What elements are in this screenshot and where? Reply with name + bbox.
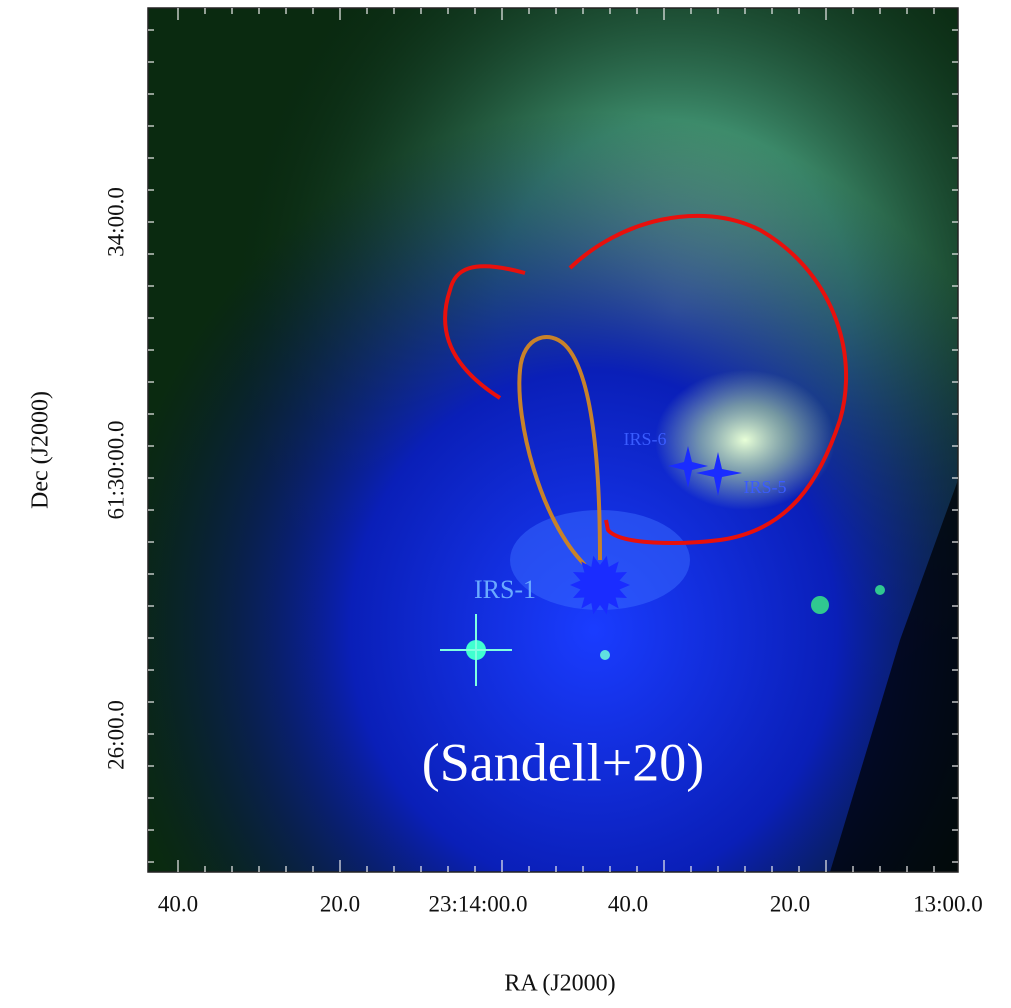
- source-label: IRS-5: [743, 477, 786, 497]
- x-tick-label: 20.0: [770, 891, 810, 916]
- y-tick-label: 34:00.0: [103, 187, 128, 257]
- x-tick-label: 40.0: [158, 891, 198, 916]
- source-label: IRS-1: [474, 575, 536, 604]
- x-tick-label: 13:00.0: [913, 891, 983, 916]
- x-axis-title: RA (J2000): [504, 971, 615, 997]
- y-tick-label: 61:30:00.0: [103, 420, 128, 519]
- y-axis-title: Dec (J2000): [28, 391, 54, 509]
- source-label: IRS-6: [623, 429, 666, 449]
- y-tick-label: 26:00.0: [103, 700, 128, 770]
- x-tick-label: 20.0: [320, 891, 360, 916]
- figure: IRS-6 IRS-5 IRS-1 (Sandell+20) 40.0 20.0…: [0, 0, 1011, 1008]
- credit: (Sandell+20): [422, 732, 704, 792]
- x-tick-label: 23:14:00.0: [428, 891, 527, 916]
- x-tick-label: 40.0: [608, 891, 648, 916]
